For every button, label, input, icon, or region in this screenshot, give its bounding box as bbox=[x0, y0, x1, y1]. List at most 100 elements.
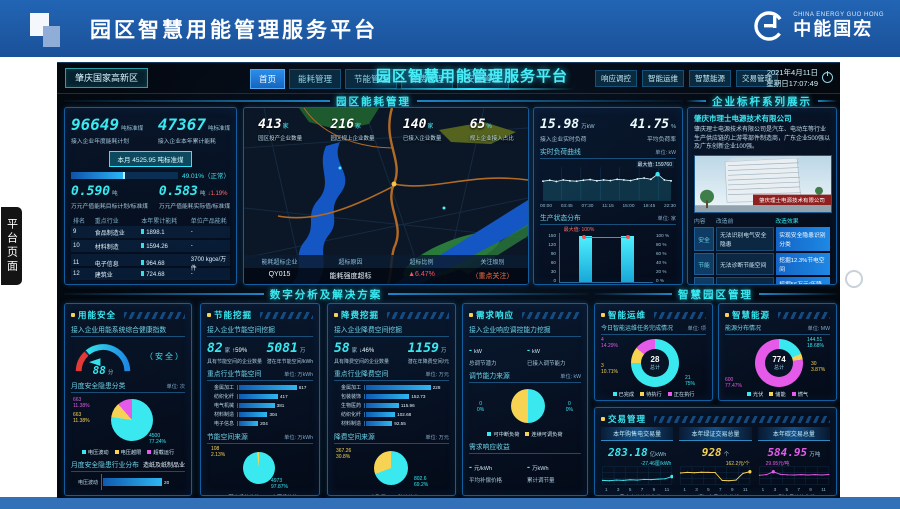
pie-label: 4 14.29% bbox=[601, 337, 618, 349]
trade-x-ticks: 1 3 5 7 9 11 bbox=[601, 487, 673, 492]
bar bbox=[366, 412, 396, 417]
bar-label: 金属加工 bbox=[340, 385, 361, 391]
time-text: 星期日17:07:49 bbox=[766, 78, 818, 88]
map-stat-label: 已接入企业数量 bbox=[402, 136, 442, 142]
region-selector[interactable]: 肇庆国家高新区 bbox=[65, 68, 149, 88]
map-footer: 能耗超标企业 超标原因 超标比例 关注级别 QY015 能耗强度超标 ▲6.47% （重点关… bbox=[244, 255, 528, 284]
bar-label: 材料制造 bbox=[340, 421, 361, 427]
x-tick: 1 bbox=[605, 487, 608, 492]
section-digital-header: 数字分析及解决方案 bbox=[64, 289, 588, 301]
legend-item: 超载运行 bbox=[147, 449, 174, 456]
bar-row: 金属加工 228 bbox=[334, 383, 449, 392]
pie-label-pct: 77.24% bbox=[149, 439, 166, 445]
legend-swatch-icon bbox=[114, 450, 119, 454]
pie-label-value: 802.6 bbox=[414, 476, 427, 482]
bench-tag: 降费 bbox=[694, 277, 714, 284]
y-tick: 40 % bbox=[656, 260, 667, 265]
safety-title: 用能安全 bbox=[78, 310, 117, 320]
pie-label-value: 663 bbox=[73, 412, 82, 418]
trade-legend-label: 月度竞价价差曲线 bbox=[619, 495, 661, 496]
saving-title: 节能挖掘 bbox=[214, 310, 253, 320]
map-stat-label: 园区投产企业数量 bbox=[258, 136, 303, 142]
demand-pie-chart bbox=[511, 389, 545, 423]
bar-value: 304 bbox=[269, 412, 278, 417]
x-tick: 11 bbox=[664, 487, 670, 492]
cost-company-count: 58 家 ↓46% 具有降费空间的企业数量 bbox=[334, 341, 390, 365]
progress-label: 49.01%（正常） bbox=[181, 173, 230, 180]
bar-tick-icon bbox=[141, 270, 145, 276]
bar-row: 纺织化纤 102.68 bbox=[334, 410, 449, 419]
threshold-dot-icon bbox=[626, 235, 631, 239]
cell: 11 bbox=[73, 260, 80, 266]
benchmark-company[interactable]: 肇庆市理士电源技术有限公司 bbox=[694, 114, 792, 123]
cell: 电子信息 bbox=[94, 261, 119, 268]
bar bbox=[239, 403, 275, 408]
nav-button-智慧能源[interactable]: 智慧能源 bbox=[689, 70, 731, 87]
legend-swatch-icon bbox=[667, 392, 672, 396]
pie-label-pct: 3.87% bbox=[811, 367, 826, 373]
panel-cost-saving: 降费挖掘 接入企业降费空间挖掘 58 家 ↓46% 具有降费空间的企业数量 1159… bbox=[327, 303, 456, 496]
trade-card-value-row: 283.18 亿kWh bbox=[608, 443, 666, 461]
demand-stat-value: - bbox=[469, 462, 472, 472]
dashboard-title: 园区智慧用能管理服务平台 bbox=[352, 65, 592, 90]
tab-首页[interactable]: 首页 bbox=[250, 69, 286, 89]
tab-能耗管理[interactable]: 能耗管理 bbox=[289, 69, 342, 89]
demand-stat-value: - bbox=[469, 345, 472, 355]
pie-label: 3 10.71% bbox=[601, 363, 618, 375]
scroll-indicator[interactable] bbox=[845, 270, 863, 288]
legend-item: 燃气 bbox=[791, 391, 808, 398]
nav-button-智能运维[interactable]: 智能运维 bbox=[642, 70, 684, 87]
trade-value: 584.95 bbox=[767, 446, 808, 459]
bar-row: 电气机械 381 bbox=[207, 401, 313, 410]
x-tick: 9 bbox=[809, 487, 812, 492]
y-tick: 80 % bbox=[656, 242, 667, 247]
trade-value: 283.18 bbox=[608, 446, 648, 459]
nav-button-交易管理[interactable]: 交易管理 bbox=[736, 70, 778, 87]
pie-label-pct: 69.2% bbox=[414, 482, 429, 488]
cost-potential: 1159 万 潜在年降费空间/元 bbox=[407, 341, 449, 365]
logo-square2-icon bbox=[43, 26, 60, 47]
bench-after: 挖掘56万元/年降费空间 bbox=[776, 277, 830, 284]
map-stat: 140家已接入企业数量 bbox=[403, 115, 442, 142]
legend-swatch-icon bbox=[769, 392, 774, 396]
pie-label-value: 367.26 bbox=[336, 448, 352, 454]
legend-item: 已完成 bbox=[612, 391, 634, 398]
pie-label: 108 2.13% bbox=[211, 446, 225, 458]
map-stat-unit: 家 bbox=[427, 124, 434, 130]
power-icon[interactable] bbox=[822, 71, 833, 83]
trade-x-ticks: 1 3 5 7 9 11 bbox=[679, 487, 751, 492]
ops-donut-chart: 28 总计 bbox=[631, 339, 679, 387]
demand-stat: - kW 总调节潜力 bbox=[469, 340, 523, 367]
dashboard-navbar: 肇庆国家高新区 首页 能耗管理 节能管理 降费管理 安全管理 园区智慧用能管理服务平台 … bbox=[57, 63, 840, 94]
demand-stat-value: - bbox=[527, 462, 530, 472]
cell: - bbox=[190, 271, 193, 277]
production-plot: 最大值: 100% 1月 2月 bbox=[559, 227, 653, 283]
cell: 1594.26 bbox=[141, 242, 191, 250]
x-tick: 5 bbox=[628, 487, 632, 492]
bar-value: 152.73 bbox=[411, 394, 426, 399]
demand-stat-value: - bbox=[527, 345, 530, 355]
benchmark-photo: 肇庆理士电源技术有限公司 bbox=[694, 155, 832, 214]
bar-row: 纺织化纤 417 bbox=[207, 392, 313, 401]
bar-label: 金属加工 bbox=[213, 385, 234, 391]
trade-unit: 万吨 bbox=[809, 452, 821, 458]
panel-smart-ops: 智能运维 今日智能运维任务完成情况 单位: 项 28 总计 4 14.29% 3 10.71… bbox=[594, 303, 713, 401]
map-stat-value: 140 bbox=[402, 117, 427, 132]
panel-energy-safety: 用能安全 接入企业用能系统综合健康指数 （安全） 88 分 月度安全隐患分类 单位:… bbox=[64, 303, 192, 496]
legend-swatch-icon bbox=[392, 495, 396, 496]
legend-item: 电压波动 bbox=[81, 449, 109, 456]
trade-chart: -27.46厘/kWh bbox=[601, 461, 674, 486]
cost-pie-chart bbox=[374, 451, 408, 485]
section-smartpark-title: 智慧园区管理 bbox=[678, 288, 753, 301]
panel-energy-plan: 96649 吨标准煤 接入企业年度能耗计划 47367 吨标准煤 接入企业本年累计能… bbox=[64, 107, 237, 285]
date-text: 2021年4月11日 bbox=[766, 68, 818, 77]
ops-title: 智能运维 bbox=[608, 310, 647, 320]
ops-donut-block: 28 总计 4 14.29% 3 10.71% 21 75% bbox=[601, 337, 706, 389]
map-footer-header: 关注级别 bbox=[480, 260, 505, 266]
side-tab-platform-page[interactable]: 平台页面 bbox=[1, 207, 22, 285]
bar-row: 电子信息 204 bbox=[207, 419, 313, 428]
dashboard: 肇庆国家高新区 首页 能耗管理 节能管理 降费管理 安全管理 园区智慧用能管理服务平台 … bbox=[57, 62, 840, 498]
nav-button-响应调控[interactable]: 响应调控 bbox=[595, 70, 637, 87]
bar bbox=[366, 421, 393, 426]
map-stat-unit: 家 bbox=[355, 124, 362, 130]
